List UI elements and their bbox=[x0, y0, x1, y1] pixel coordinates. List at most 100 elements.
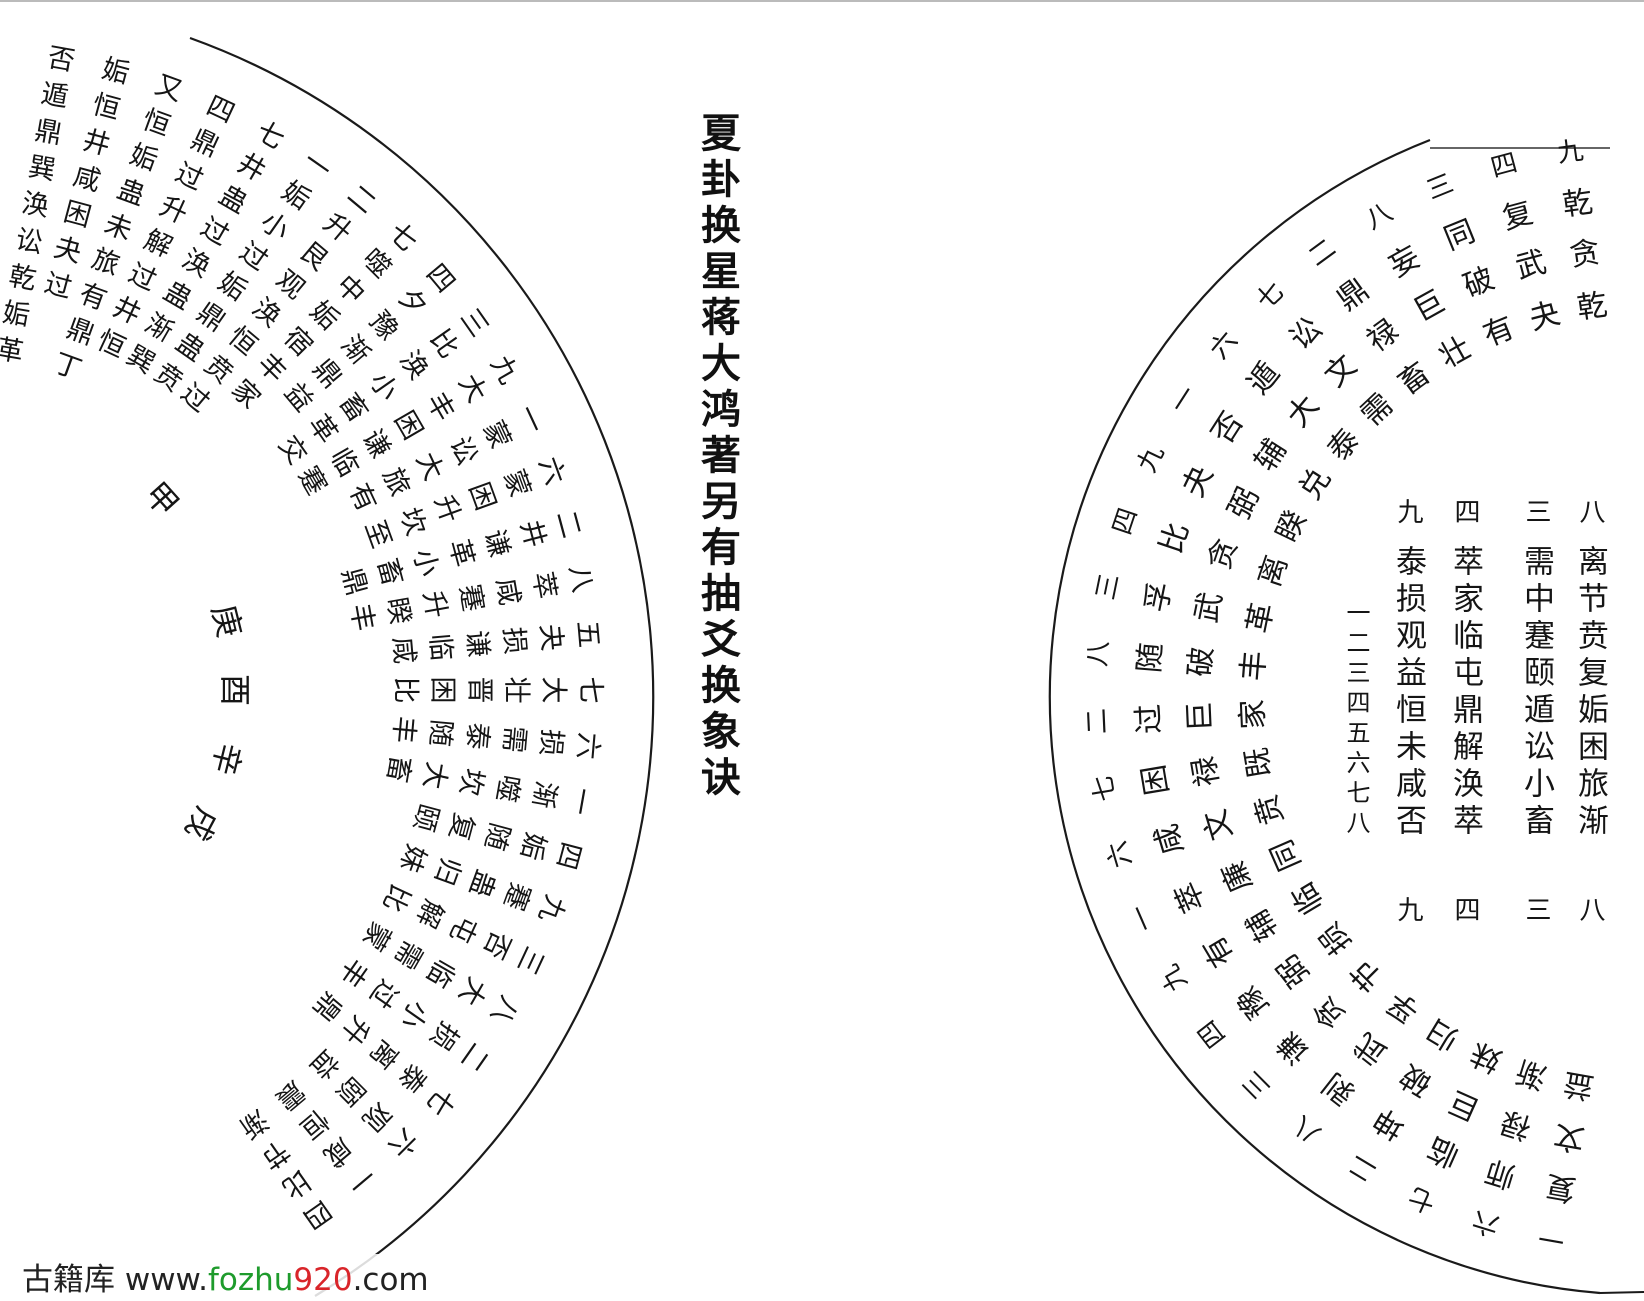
right-wheel-ring1-char: 比 bbox=[1154, 518, 1197, 558]
right-wheel-ring1-char: 随 bbox=[1132, 641, 1169, 674]
left-wheel-char: 恒 bbox=[294, 1103, 335, 1144]
left-wheel-char: 大 bbox=[452, 369, 492, 408]
left-wheel-char: 丰 bbox=[420, 388, 460, 427]
right-wheel-ring1-char: 讼 bbox=[1283, 311, 1329, 357]
left-wheel-char: 损 bbox=[424, 1016, 465, 1056]
left-wheel-char: 鼎 bbox=[191, 297, 231, 338]
right-wheel-ring1-char: 咸 bbox=[1149, 820, 1191, 859]
left-wheel-char: 颐 bbox=[407, 800, 444, 834]
right-wheel-ring3-char: 有 bbox=[1478, 310, 1519, 354]
left-wheel-char: 升 bbox=[155, 191, 193, 231]
right-wheel-bottom-line bbox=[1599, 1291, 1644, 1294]
right-wheel-ring3-char: 离 bbox=[1252, 551, 1295, 591]
left-wheel-char: 八 bbox=[563, 563, 598, 595]
inner-table-tail: 九 bbox=[1393, 896, 1423, 928]
right-wheel-ring3-char: 泰 bbox=[1321, 422, 1367, 467]
right-wheel-ring1-char: 夬 bbox=[1176, 460, 1221, 502]
right-wheel-ring3-char: 贲 bbox=[1248, 790, 1290, 829]
left-wheel-char: 谦 bbox=[356, 425, 396, 464]
left-wheel-char: 丁 bbox=[50, 348, 86, 386]
left-wheel-char: 交 bbox=[272, 430, 313, 470]
left-wheel-char: 井 bbox=[108, 291, 146, 331]
right-wheel-ring1-char: 复 bbox=[1499, 195, 1537, 237]
right-wheel-numbers-char: 四 bbox=[1488, 148, 1521, 184]
left-wheel-char: 夬 bbox=[534, 623, 567, 653]
left-wheel-char: 比 bbox=[390, 677, 421, 704]
left-wheel-char: 解 bbox=[410, 895, 450, 933]
inner-table-index-numbers: 一二三四五六七八 bbox=[1342, 600, 1370, 840]
left-wheel-char: 临 bbox=[324, 443, 364, 482]
left-wheel-char: 大 bbox=[410, 448, 450, 486]
inner-table-body: 需中蹇颐遁讼小畜 bbox=[1518, 545, 1554, 841]
left-wheel-char: 夕 bbox=[391, 282, 432, 323]
mountain-label: 庚 bbox=[204, 601, 249, 641]
left-wheel-char: 小 bbox=[363, 367, 404, 407]
left-wheel-char: 渐 bbox=[233, 1103, 273, 1144]
left-wheel-char: 夬 bbox=[51, 232, 85, 269]
right-wheel-ring3-char: 丰 bbox=[1236, 650, 1273, 683]
right-wheel-ring1-char: 临 bbox=[1423, 1130, 1465, 1174]
left-wheel-char: 三 bbox=[510, 942, 550, 980]
right-wheel-ring3-char: 革 bbox=[1241, 600, 1281, 636]
left-wheel-char: 解 bbox=[139, 224, 177, 264]
left-wheel-text: 否遁鼎巽涣讼乾姤革姤恒井咸困夬过又恒姤蛊未旅有鼎丁四鼎过升解过井恒七井蛊过涣蛊渐… bbox=[0, 42, 606, 1235]
left-wheel-char: 鼎 bbox=[62, 313, 98, 351]
right-wheel-ring3-char: 益 bbox=[1561, 1065, 1597, 1105]
left-wheel-char: 屯 bbox=[443, 910, 483, 948]
left-wheel-char: 丰 bbox=[251, 348, 292, 389]
inner-table-tail: 八 bbox=[1575, 896, 1605, 928]
left-wheel-char: 六 bbox=[571, 731, 604, 761]
right-wheel-ring3-char: 家 bbox=[1235, 699, 1271, 731]
left-wheel-char: 七 bbox=[575, 677, 606, 704]
right-wheel-numbers-char: 一 bbox=[1164, 381, 1203, 419]
right-wheel-ring1-char: 坤 bbox=[1368, 1101, 1412, 1146]
left-wheel-char: 噬 bbox=[490, 772, 525, 804]
inner-table-body: 泰损观益恒未咸否 bbox=[1390, 545, 1426, 841]
left-wheel-char: 需 bbox=[497, 725, 530, 755]
right-wheel-ring3-char: 兑 bbox=[1293, 462, 1339, 506]
left-wheel-char: 豫 bbox=[363, 306, 404, 347]
left-wheel-char: 又 bbox=[151, 69, 187, 107]
left-wheel-char: 蹇 bbox=[497, 878, 535, 914]
left-wheel-char: 过 bbox=[170, 157, 208, 197]
right-wheel-ring2-char: 贪 bbox=[1307, 989, 1353, 1035]
right-wheel-ring1-char: 有 bbox=[1196, 929, 1241, 973]
left-wheel-char: 晋 bbox=[464, 677, 495, 704]
left-wheel-char: 蛊 bbox=[158, 276, 197, 316]
right-wheel-numbers-char: 八 bbox=[1083, 639, 1115, 667]
right-wheel-ring2-char: 文 bbox=[1318, 348, 1364, 394]
right-wheel-ring2-char: 武 bbox=[1348, 1025, 1393, 1071]
left-wheel-char: 家 bbox=[225, 374, 266, 415]
left-wheel-char: 蛊 bbox=[170, 327, 210, 368]
left-wheel-char: 谦 bbox=[478, 526, 515, 560]
right-wheel-numbers-char: 三 bbox=[1422, 169, 1457, 207]
right-wheel-ring2-char: 禄 bbox=[1497, 1103, 1536, 1145]
right-wheel-outer-arc bbox=[1048, 138, 1601, 1295]
left-wheel-char: 四 bbox=[202, 90, 240, 130]
right-wheel-ring3-char: 损 bbox=[1312, 916, 1358, 961]
right-wheel-ring2-char: 破 bbox=[1183, 645, 1220, 678]
left-wheel-char: 大 bbox=[538, 677, 569, 704]
right-wheel-ring1-char: 过 bbox=[1131, 703, 1167, 735]
watermark-suffix: .com bbox=[352, 1262, 429, 1298]
left-wheel-char: 大 bbox=[417, 759, 452, 791]
left-wheel-char: 七 bbox=[251, 116, 290, 156]
left-wheel-char: 随 bbox=[424, 718, 457, 748]
left-wheel-char: 震 bbox=[270, 1075, 311, 1116]
right-wheel-ring1-char: 遁 bbox=[1241, 356, 1287, 401]
left-wheel-char: 妹 bbox=[393, 840, 431, 876]
right-wheel-ring1-char: 复 bbox=[1543, 1168, 1579, 1208]
left-wheel-char: 蹇 bbox=[292, 462, 332, 501]
left-wheel-char: 困 bbox=[60, 196, 94, 233]
right-wheel-ring2-char: 禄 bbox=[1361, 313, 1406, 359]
left-wheel-char: 咸 bbox=[70, 161, 104, 198]
left-wheel-char: 恒 bbox=[89, 89, 123, 126]
left-wheel-char: 归 bbox=[428, 853, 466, 889]
right-wheel-ring1-char: 同 bbox=[1439, 214, 1480, 258]
mountain-label: 戌 bbox=[177, 801, 226, 847]
left-wheel-char: 姤 bbox=[514, 829, 551, 863]
right-wheel-ring3-char: 乾 bbox=[1575, 287, 1610, 326]
left-wheel-outer-arc bbox=[189, 36, 655, 1297]
left-wheel-char: 三 bbox=[454, 303, 495, 343]
